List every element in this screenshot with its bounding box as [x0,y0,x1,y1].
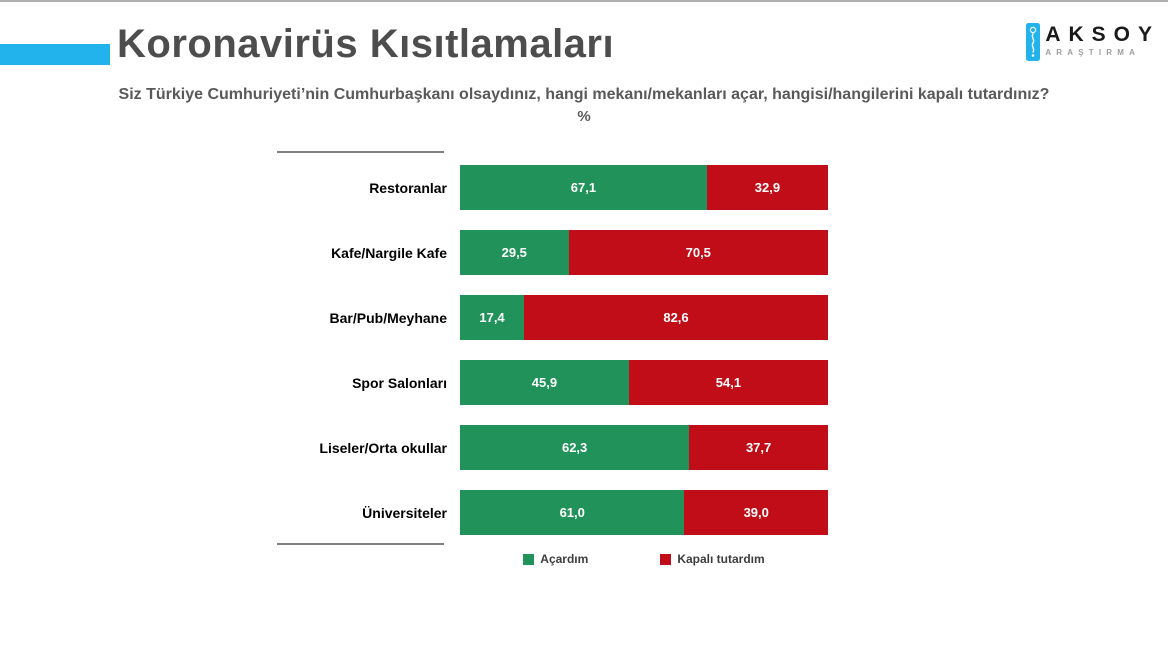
segment-closed: 32,9 [706,165,828,210]
segment-closed: 70,5 [568,230,828,275]
top-border-line [0,0,1168,2]
segment-open-value: 61,0 [559,505,585,520]
segment-open-value: 17,4 [479,310,505,325]
segment-open: 17,4 [460,295,525,340]
bar-track: 17,4 82,6 [460,295,828,340]
segment-open: 61,0 [460,490,685,535]
segment-closed-value: 70,5 [685,245,711,260]
segment-closed: 39,0 [684,490,828,535]
chart-legend: Açardım Kapalı tutardım [460,552,828,566]
page-title: Koronavirüs Kısıtlamaları [117,22,615,66]
bar-track: 62,3 37,7 [460,425,828,470]
category-label: Liseler/Orta okullar [319,439,447,456]
aksoy-logo: AKSOY ARAŞTIRMA [1026,23,1160,61]
bar-track: 29,5 70,5 [460,230,828,275]
segment-closed-value: 54,1 [715,375,742,390]
logo-tagline: ARAŞTIRMA [1045,48,1141,58]
category-label: Restoranlar [369,179,447,196]
category-label: Spor Salonları [352,374,447,391]
segment-closed: 82,6 [524,295,828,340]
segment-open: 67,1 [460,165,707,210]
segment-open: 62,3 [460,425,690,470]
bar-track: 45,9 54,1 [460,360,828,405]
segment-open: 45,9 [460,360,629,405]
bar-row: Liseler/Orta okullar 62,3 37,7 [277,425,828,470]
segment-closed-value: 39,0 [743,505,769,520]
legend-item-closed: Kapalı tutardım [660,552,765,566]
segment-closed: 37,7 [689,425,828,470]
legend-swatch-closed [660,553,672,565]
segment-closed-value: 32,9 [754,180,781,195]
divider-line-top [277,151,444,153]
legend-label-open: Açardım [540,552,589,566]
segment-open-value: 29,5 [501,245,527,260]
category-label: Üniversiteler [362,504,447,521]
bar-rows: Restoranlar 67,1 32,9 Kafe/Nargile Kafe … [277,165,828,535]
segment-open-value: 62,3 [561,440,588,455]
segment-closed-value: 82,6 [663,310,689,325]
aksoy-logo-icon [1026,23,1041,61]
segment-open: 29,5 [460,230,569,275]
segment-open-value: 45,9 [531,375,558,390]
bar-track: 61,0 39,0 [460,490,828,535]
divider-line-bottom [277,543,444,545]
logo-wordmark: AKSOY [1045,23,1160,46]
bar-track: 67,1 32,9 [460,165,828,210]
segment-closed-value: 37,7 [745,440,772,455]
legend-label-closed: Kapalı tutardım [677,552,765,566]
bar-row: Spor Salonları 45,9 54,1 [277,360,828,405]
segment-open-value: 67,1 [570,180,597,195]
category-label: Kafe/Nargile Kafe [331,244,447,261]
logo-text: AKSOY ARAŞTIRMA [1045,23,1160,57]
bar-row: Üniversiteler 61,0 39,0 [277,490,828,535]
stacked-bar-chart: Restoranlar 67,1 32,9 Kafe/Nargile Kafe … [277,151,828,566]
legend-item-open: Açardım [523,552,588,566]
title-accent-bar [0,44,110,65]
bar-row: Kafe/Nargile Kafe 29,5 70,5 [277,230,828,275]
segment-closed: 54,1 [628,360,828,405]
category-label: Bar/Pub/Meyhane [329,309,447,326]
bar-row: Bar/Pub/Meyhane 17,4 82,6 [277,295,828,340]
legend-swatch-open [523,553,535,565]
survey-question: Siz Türkiye Cumhuriyeti’nin Cumhurbaşkan… [118,86,1050,103]
bar-row: Restoranlar 67,1 32,9 [277,165,828,210]
unit-label: % [577,108,591,125]
